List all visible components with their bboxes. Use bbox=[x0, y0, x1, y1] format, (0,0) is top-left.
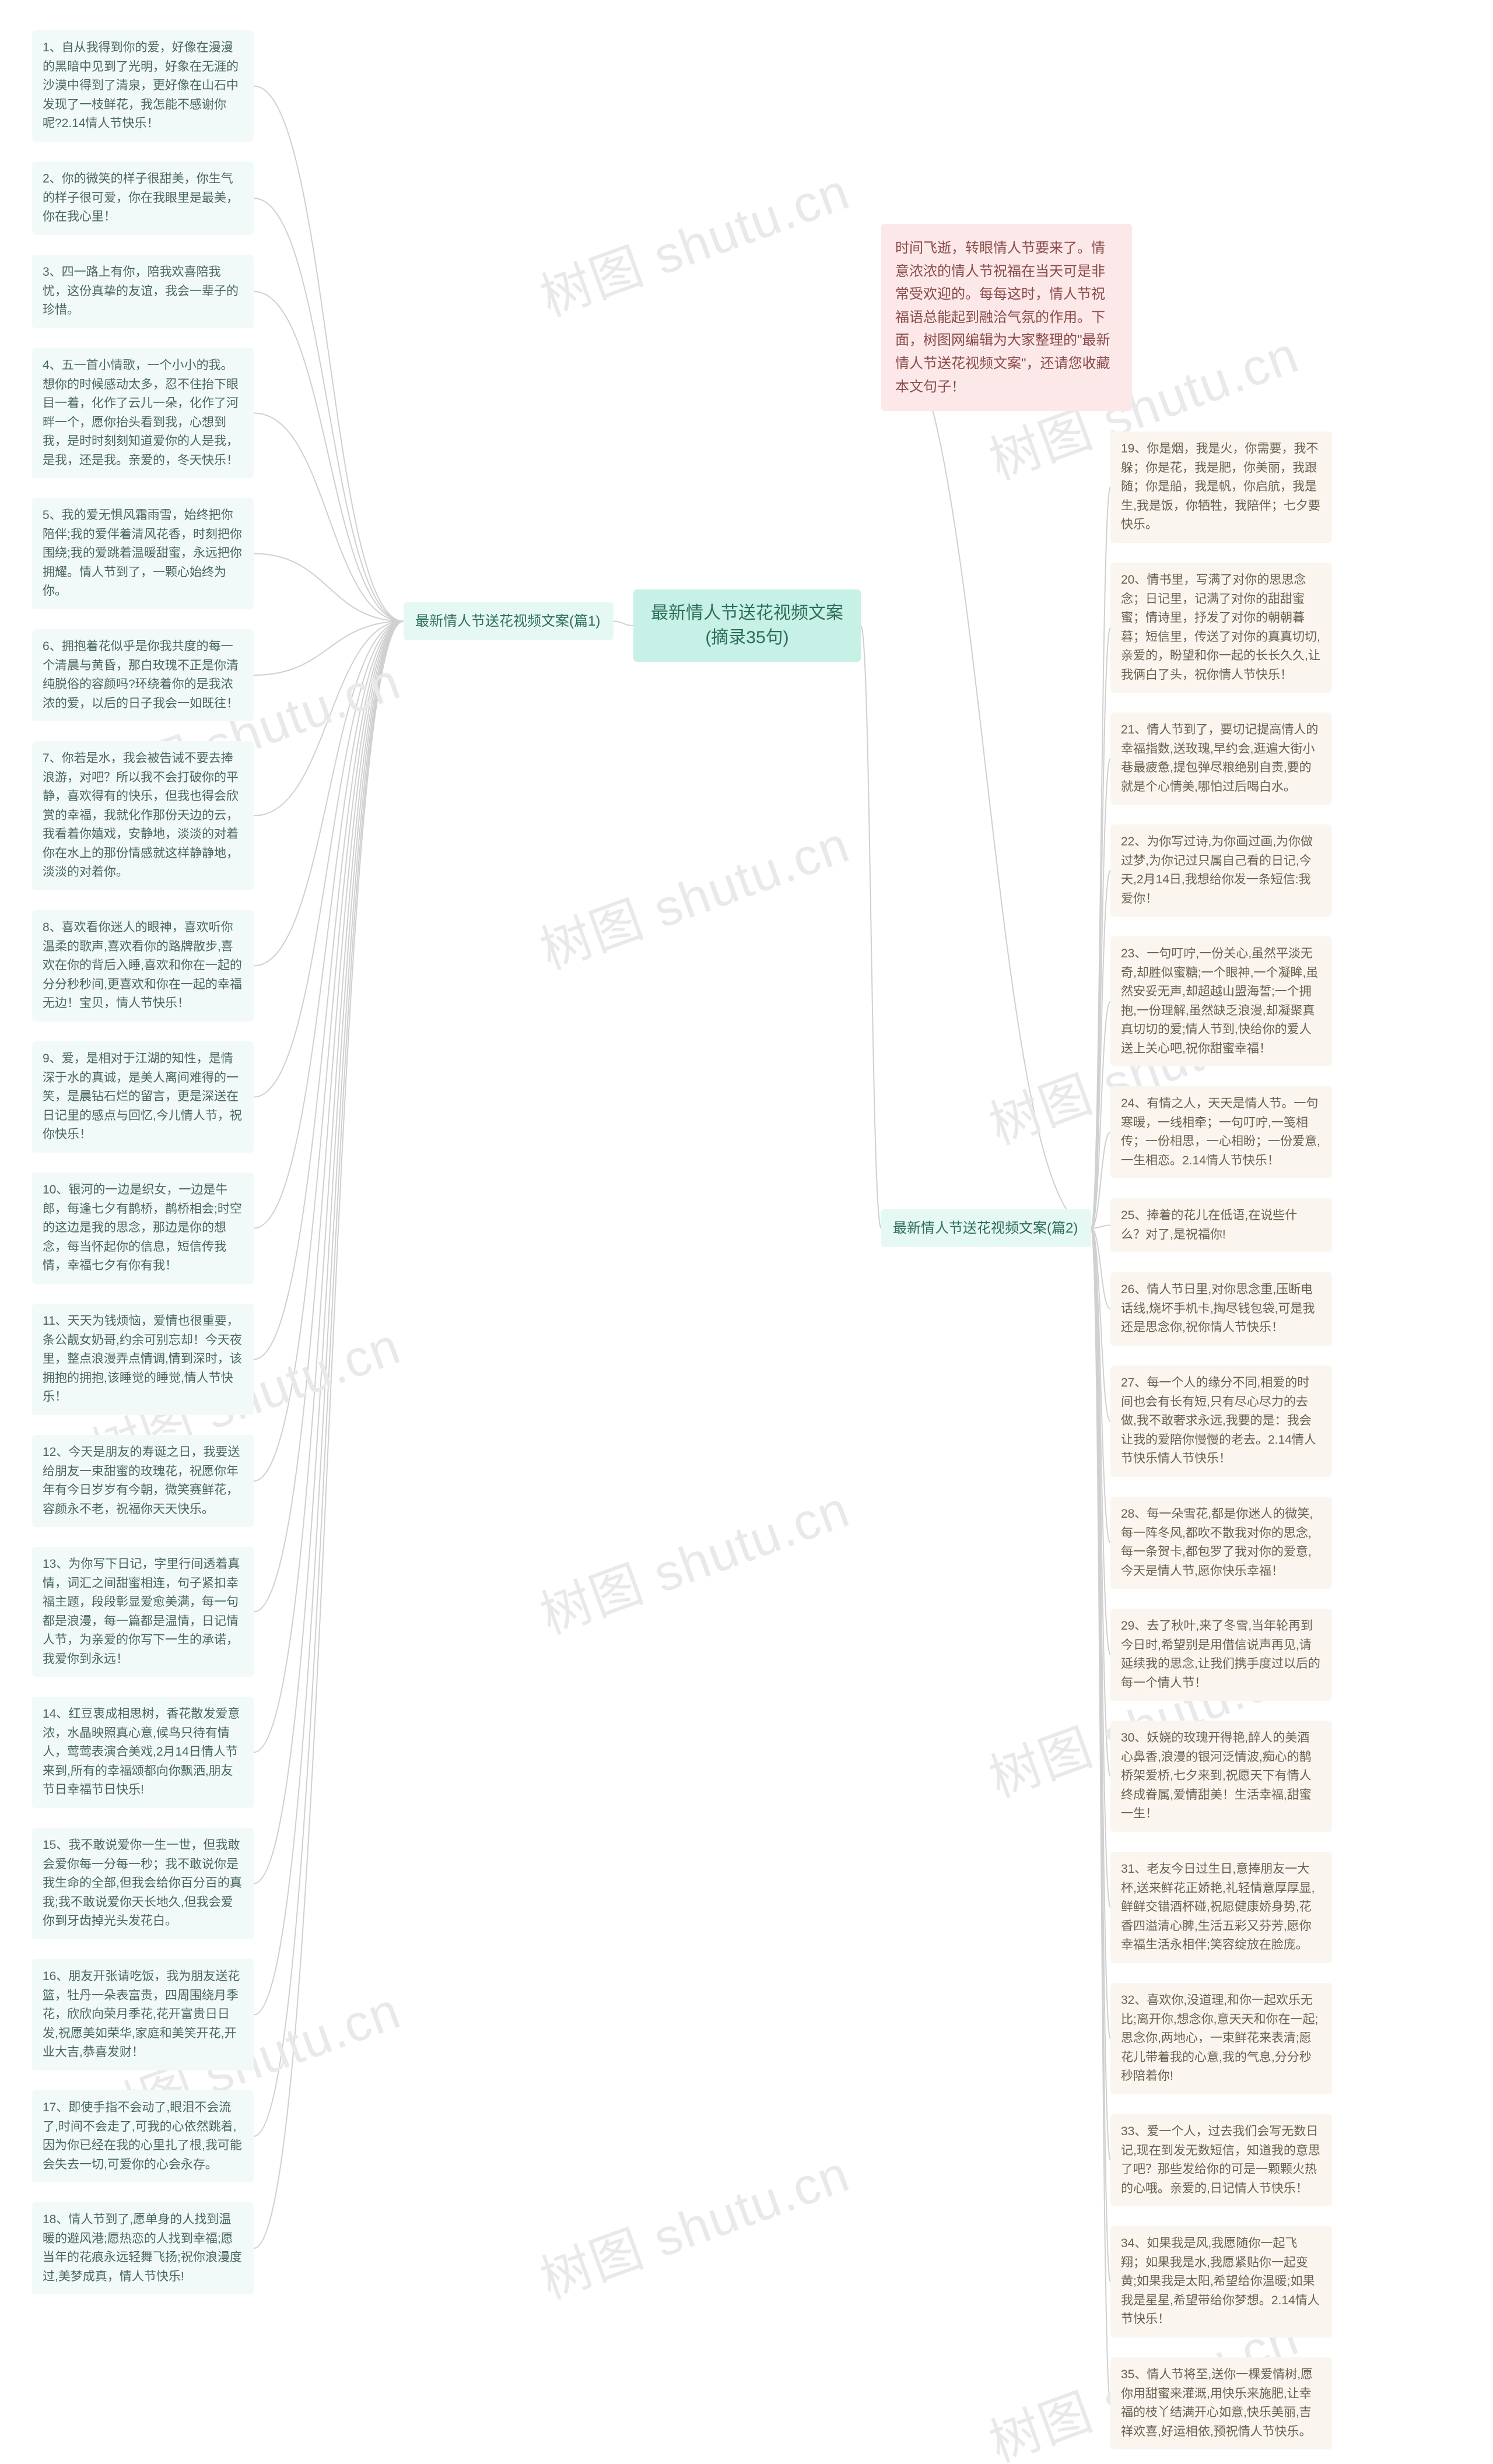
leaf-left-2: 2、你的微笑的样子很甜美，你生气的样子很可爱，你在我眼里是最美，你在我心里！ bbox=[32, 162, 254, 235]
leaf-left-12: 12、今天是朋友的寿诞之日，我要送给朋友一束甜蜜的玫瑰花，祝愿你年年有今日岁岁有… bbox=[32, 1435, 254, 1527]
leaf-left-17: 17、即使手指不会动了,眼泪不会流了,时间不会走了,可我的心依然跳着,因为你已经… bbox=[32, 2090, 254, 2182]
branch-left: 最新情人节送花视频文案(篇1) bbox=[404, 602, 614, 640]
watermark: 树图 shutu.cn bbox=[529, 803, 858, 984]
leaf-left-3: 3、四一路上有你，陪我欢喜陪我忧，这份真挚的友谊，我会一辈子的珍惜。 bbox=[32, 255, 254, 328]
leaf-right-27: 27、每一个人的缘分不同,相爱的时间也会有长有短,只有尽心尽力的去做,我不敢奢求… bbox=[1110, 1366, 1332, 1477]
intro-node: 时间飞逝，转眼情人节要来了。情意浓浓的情人节祝福在当天可是非常受欢迎的。每每这时… bbox=[881, 224, 1132, 411]
leaf-left-11: 11、天天为钱烦恼，爱情也很重要，条公靓女奶哥,约余可别忘却！今天夜里，整点浪漫… bbox=[32, 1304, 254, 1415]
leaf-right-33: 33、爱一个人，过去我们会写无数日记,现在到发无数短信，知道我的意思了吧？那些发… bbox=[1110, 2114, 1332, 2206]
leaf-left-13: 13、为你写下日记，字里行间透着真情，词汇之间甜蜜相连，句子紧扣幸福主题，段段彰… bbox=[32, 1547, 254, 1677]
leaf-right-34: 34、如果我是风,我愿随你一起飞翔；如果我是水,我愿紧贴你一起变黄;如果我是太阳… bbox=[1110, 2226, 1332, 2337]
leaf-left-6: 6、拥抱着花似乎是你我共度的每一个清晨与黄昏，那白玫瑰不正是你清纯脱俗的容颜吗?… bbox=[32, 629, 254, 721]
leaf-right-22: 22、为你写过诗,为你画过画,为你做过梦,为你记过只属自己看的日记,今天,2月1… bbox=[1110, 824, 1332, 917]
leaf-right-31: 31、老友今日过生日,意捧朋友一大杯,送来鲜花正娇艳,礼轻情意厚厚显,鲜鲜交错酒… bbox=[1110, 1852, 1332, 1963]
leaf-left-7: 7、你若是水，我会被告诫不要去捧浪游，对吧？所以我不会打破你的平静，喜欢得有的快… bbox=[32, 741, 254, 890]
leaf-left-18: 18、情人节到了,愿单身的人找到温暖的避风港;愿热恋的人找到幸福;愿当年的花痕永… bbox=[32, 2202, 254, 2294]
leaf-left-5: 5、我的爱无惧风霜雨雪，始终把你陪伴;我的爱伴着清风花香，时刻把你围绕;我的爱跳… bbox=[32, 498, 254, 609]
leaf-left-8: 8、喜欢看你迷人的眼神，喜欢听你温柔的歌声,喜欢看你的路牌散步,喜欢在你的背后入… bbox=[32, 910, 254, 1022]
leaf-right-23: 23、一句叮咛,一份关心,虽然平淡无奇,却胜似蜜糖;一个眼神,一个凝眸,虽然安妥… bbox=[1110, 936, 1332, 1066]
leaf-left-10: 10、银河的一边是织女，一边是牛郎，每逢七夕有鹊桥，鹊桥相会;时空的这边是我的思… bbox=[32, 1173, 254, 1284]
leaf-right-26: 26、情人节日里,对你思念重,压断电话线,烧坏手机卡,掏尽钱包袋,可是我还是思念… bbox=[1110, 1272, 1332, 1346]
leaf-left-1: 1、自从我得到你的爱，好像在漫漫的黑暗中见到了光明，好象在无涯的沙漠中得到了清泉… bbox=[32, 30, 254, 142]
leaf-left-14: 14、红豆衷成相思树，香花散发爱意浓，水晶映照真心意,候鸟只待有情人，莺莺表演合… bbox=[32, 1697, 254, 1808]
leaf-left-9: 9、爱，是相对于江湖的知性，是情深于水的真诚，是美人离间难得的一笑，是晨钻石烂的… bbox=[32, 1041, 254, 1153]
watermark: 树图 shutu.cn bbox=[529, 150, 858, 331]
leaf-right-29: 29、去了秋叶,来了冬雪,当年轮再到今日时,希望别是用借信说声再见,请延续我的思… bbox=[1110, 1609, 1332, 1701]
leaf-right-20: 20、情书里，写满了对你的思思念念；日记里，记满了对你的甜甜蜜蜜；情诗里，抒发了… bbox=[1110, 563, 1332, 693]
watermark: 树图 shutu.cn bbox=[529, 1468, 858, 1648]
watermark: 树图 shutu.cn bbox=[529, 2133, 858, 2313]
leaf-right-32: 32、喜欢你,没道理,和你一起欢乐无比;离开你,想念你,意天天和你在一起;思念你… bbox=[1110, 1983, 1332, 2094]
leaf-right-19: 19、你是烟，我是火，你需要，我不躲；你是花，我是肥，你美丽，我跟随；你是船，我… bbox=[1110, 431, 1332, 543]
branch-right: 最新情人节送花视频文案(篇2) bbox=[881, 1209, 1091, 1247]
leaf-right-28: 28、每一朵雪花,都是你迷人的微笑,每一阵冬风,都吹不散我对你的思念,每一条贺卡… bbox=[1110, 1497, 1332, 1589]
leaf-right-35: 35、情人节将至,送你一棵爱情树,愿你用甜蜜来灌溉,用快乐来施肥,让幸福的枝丫结… bbox=[1110, 2357, 1332, 2449]
leaf-right-30: 30、妖娆的玫瑰开得艳,醉人的美酒心鼻香,浪漫的银河泛情波,痴心的鹊桥架爱桥,七… bbox=[1110, 1721, 1332, 1832]
canvas: 树图 shutu.cn 树图 shutu.cn 树图 shutu.cn 树图 shut… bbox=[0, 0, 1493, 2464]
leaf-right-25: 25、捧着的花儿在低语,在说些什么？对了,是祝福你! bbox=[1110, 1198, 1332, 1252]
leaf-right-24: 24、有情之人，天天是情人节。一句寒暖，一线相牵；一句叮咛,一笺相传；一份相思，… bbox=[1110, 1086, 1332, 1178]
leaf-left-15: 15、我不敢说爱你一生一世，但我敢会爱你每一分每一秒；我不敢说你是我生命的全部,… bbox=[32, 1828, 254, 1939]
leaf-left-16: 16、朋友开张请吃饭，我为朋友送花篮，牡丹一朵表富贵，四周围绕月季花，欣欣向荣月… bbox=[32, 1959, 254, 2070]
leaf-right-21: 21、情人节到了，要切记提高情人的幸福指数,送玫瑰,早约会,逛遍大街小巷最疲惫,… bbox=[1110, 712, 1332, 805]
root-node: 最新情人节送花视频文案(摘录35句) bbox=[633, 589, 861, 662]
leaf-left-4: 4、五一首小情歌，一个小小的我。想你的时候感动太多，忍不住抬下眼目一着，化作了云… bbox=[32, 348, 254, 478]
